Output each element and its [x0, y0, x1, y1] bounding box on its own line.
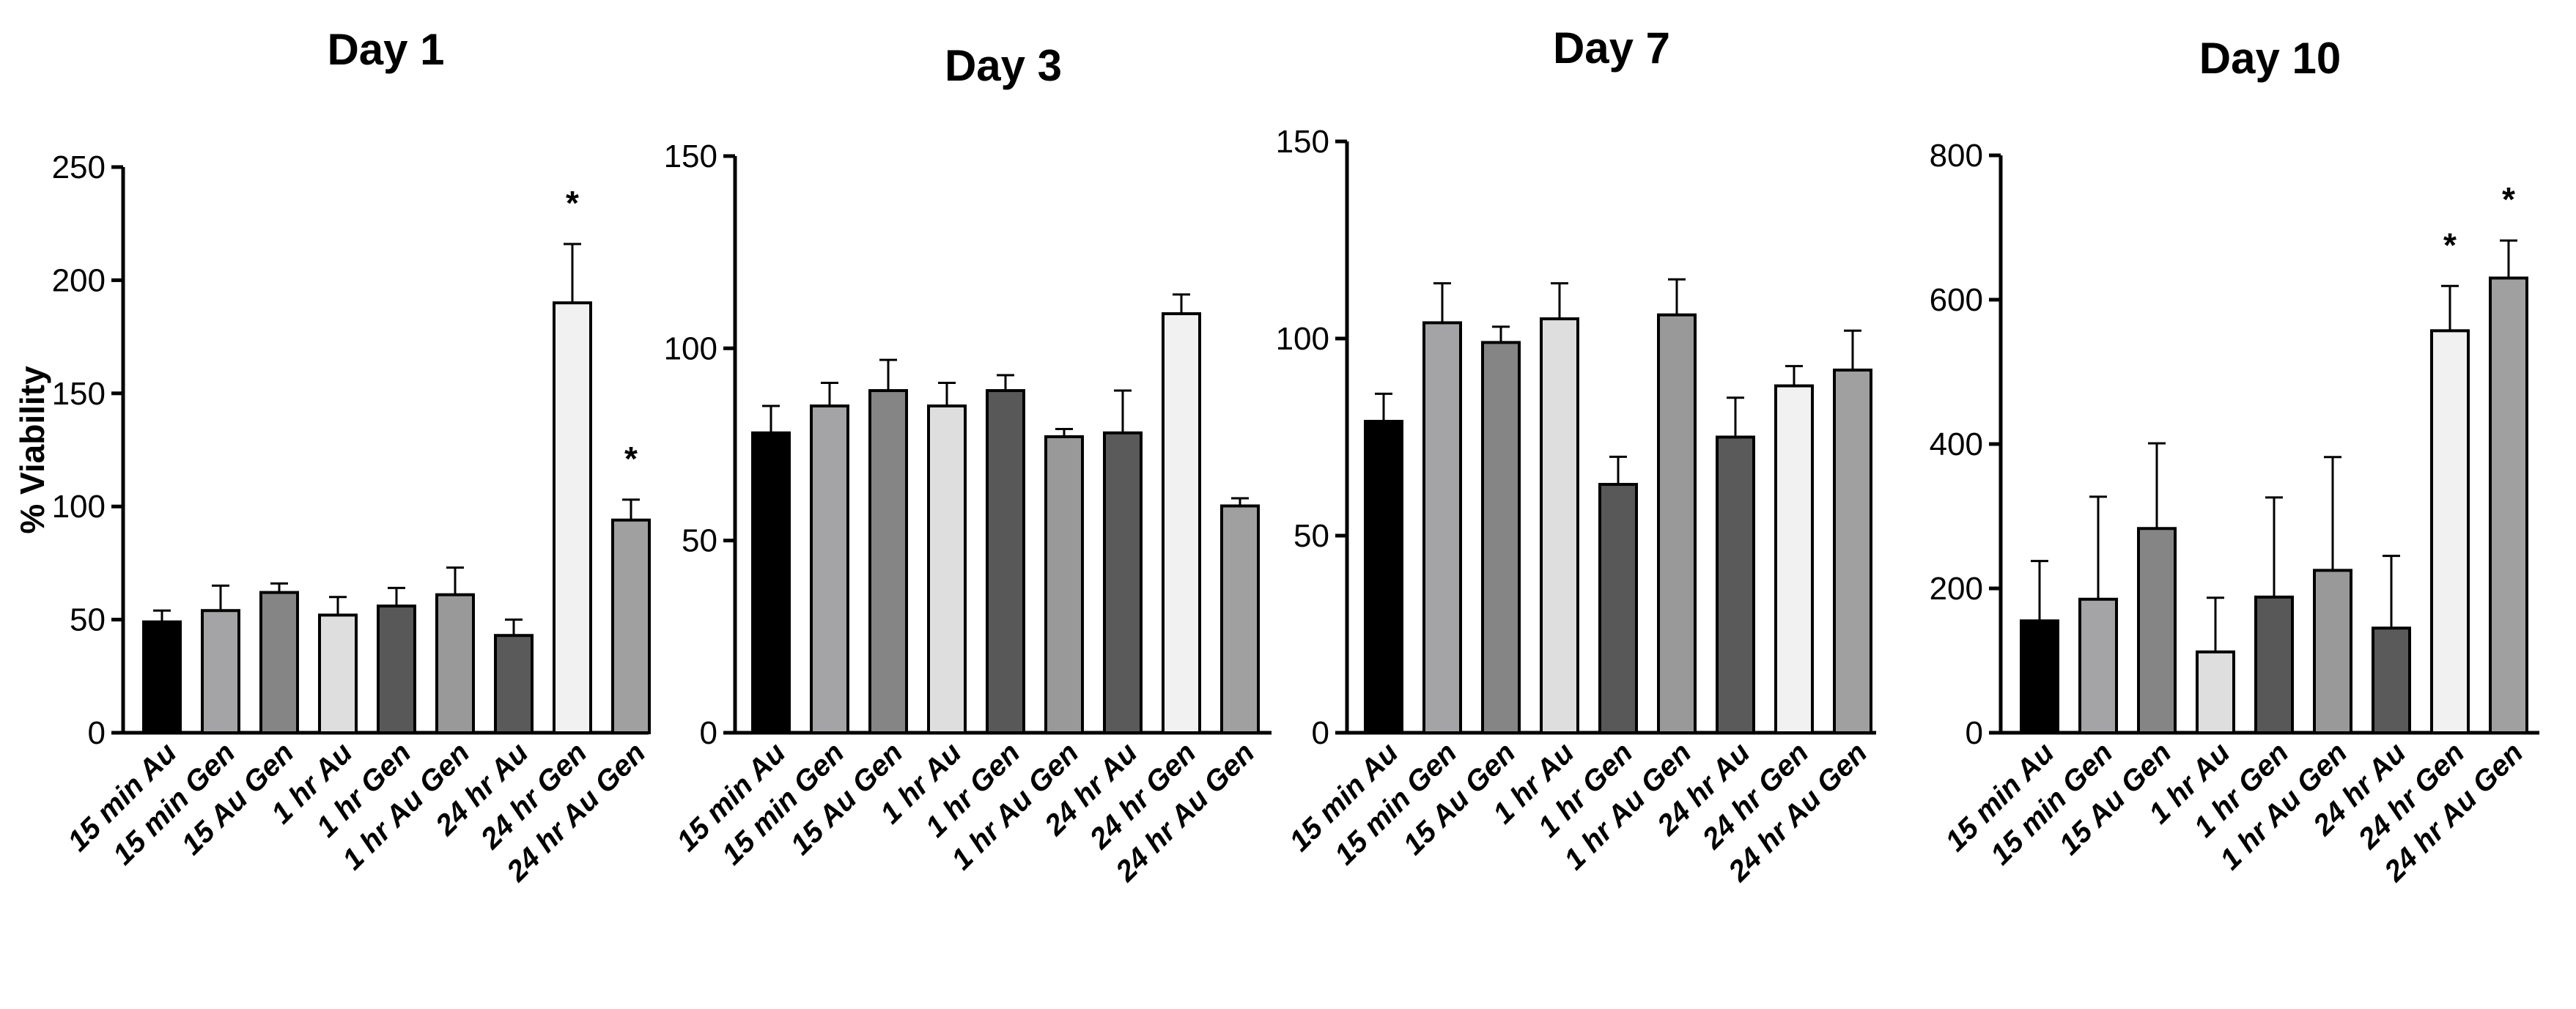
- bar-1-hr-gen: [377, 605, 416, 735]
- y-tick-label: 50: [1293, 518, 1329, 554]
- bar-15-au-gen: [868, 389, 908, 735]
- y-tick-label: 150: [1276, 124, 1329, 160]
- bar-1-hr-gen: [986, 389, 1025, 735]
- y-tick-label: 200: [52, 262, 106, 298]
- bar-15-au-gen: [259, 591, 299, 734]
- y-tick-label: 0: [1312, 715, 1329, 751]
- bar-1-hr-au: [927, 404, 967, 734]
- bar-24-hr-au-gen: [2489, 276, 2528, 734]
- y-tick-label: 250: [52, 149, 106, 185]
- bar-24-hr-gen: [1774, 384, 1814, 734]
- y-tick-label: 150: [664, 138, 717, 174]
- bar-15-au-gen: [2137, 527, 2177, 734]
- bar-15-au-gen: [1481, 341, 1521, 734]
- y-tick-label: 50: [682, 523, 717, 559]
- bar-1-hr-au-gen: [2313, 569, 2352, 734]
- bar-24-hr-au: [1103, 431, 1143, 734]
- y-tick-label: 100: [1276, 321, 1329, 357]
- y-tick-label: 100: [52, 489, 106, 525]
- y-tick-label: 200: [1930, 571, 1983, 607]
- bar-15-min-au: [751, 431, 791, 734]
- bar-15-min-au: [2020, 619, 2059, 735]
- y-tick-label: 0: [700, 715, 717, 751]
- significance-marker: *: [566, 184, 579, 222]
- bar-15-min-au: [1364, 419, 1403, 734]
- bar-24-hr-au: [2372, 627, 2411, 734]
- y-tick-label: 150: [52, 376, 106, 412]
- bar-1-hr-au-gen: [1657, 313, 1697, 735]
- bar-24-hr-gen: [2430, 329, 2470, 735]
- y-tick-label: 400: [1930, 426, 1983, 462]
- significance-marker: *: [624, 440, 638, 478]
- bar-1-hr-gen: [1598, 483, 1638, 734]
- bar-15-min-gen: [201, 609, 240, 734]
- y-axis-label: % Viability: [13, 366, 51, 534]
- chart-title: Day 3: [945, 41, 1062, 90]
- y-tick-label: 0: [88, 715, 106, 751]
- bar-15-min-gen: [1422, 321, 1462, 735]
- bar-24-hr-au: [1716, 435, 1755, 734]
- bar-24-hr-au-gen: [1833, 369, 1872, 734]
- y-tick-label: 800: [1930, 138, 1983, 174]
- bar-24-hr-gen: [1162, 312, 1201, 734]
- significance-marker: *: [2443, 226, 2457, 264]
- chart-title: Day 1: [327, 25, 444, 74]
- bar-24-hr-au: [494, 634, 534, 734]
- bar-15-min-gen: [810, 404, 849, 734]
- chart-title: Day 10: [2199, 34, 2341, 83]
- bar-1-hr-au-gen: [1044, 435, 1084, 734]
- bar-1-hr-au: [2196, 650, 2235, 734]
- bar-24-hr-au-gen: [1220, 504, 1260, 734]
- y-tick-label: 100: [664, 330, 717, 366]
- bar-1-hr-au: [1540, 317, 1579, 735]
- bar-24-hr-gen: [553, 301, 592, 734]
- y-tick-label: 600: [1930, 282, 1983, 318]
- bar-1-hr-au: [318, 613, 358, 735]
- bar-1-hr-au-gen: [435, 593, 475, 735]
- bar-15-min-gen: [2078, 597, 2118, 735]
- y-tick-label: 50: [70, 602, 106, 638]
- y-tick-label: 0: [1966, 715, 1983, 751]
- bar-15-min-au: [142, 620, 182, 734]
- chart-title: Day 7: [1553, 23, 1670, 73]
- bar-24-hr-au-gen: [611, 518, 651, 735]
- bar-1-hr-gen: [2254, 595, 2294, 734]
- significance-marker: *: [2502, 180, 2515, 218]
